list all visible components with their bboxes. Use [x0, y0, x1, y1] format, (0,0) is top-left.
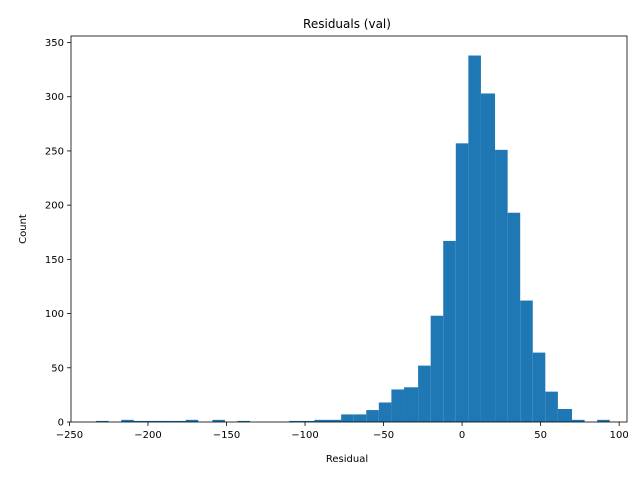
- histogram-bar-3: [146, 420, 161, 422]
- histogram-bar-21: [443, 240, 456, 422]
- x-tick-label-1: −200: [134, 430, 161, 441]
- x-tick-label-2: −150: [213, 430, 240, 441]
- x-tick-label-7: 100: [610, 430, 629, 441]
- histogram-bar-18: [403, 387, 419, 422]
- histogram-bar-17: [391, 389, 404, 422]
- x-axis-ticks: −250 −200 −150 −100 −50 0 50 100: [56, 422, 629, 441]
- histogram-bar-11: [314, 419, 328, 422]
- histogram-bar-4: [160, 420, 174, 422]
- y-tick-label-4: 200: [45, 201, 64, 212]
- histogram-bar-8: [237, 420, 251, 422]
- histogram-bar-23: [468, 55, 481, 423]
- chart-title: Residuals (val): [303, 17, 391, 31]
- x-tick-label-3: −100: [291, 430, 318, 441]
- histogram-bar-1: [121, 419, 134, 422]
- histogram-bar-13: [341, 414, 354, 422]
- y-tick-label-5: 250: [45, 146, 64, 157]
- x-tick-label-4: −50: [373, 430, 394, 441]
- histogram-bar-29: [545, 391, 558, 422]
- histogram-bar-6: [185, 419, 199, 422]
- x-axis-label: Residual: [326, 454, 368, 465]
- histogram-bar-28: [532, 352, 546, 422]
- plot-frame: [70, 35, 628, 423]
- histogram-bar-26: [507, 212, 521, 422]
- histogram-bar-12: [327, 419, 342, 422]
- histogram-bar-0: [96, 420, 109, 422]
- y-axis-ticks: 0 50 100 150 200 250 300 350: [45, 38, 71, 429]
- x-tick-label-6: 50: [534, 430, 547, 441]
- y-axis-label: Count: [18, 214, 29, 244]
- y-tick-label-2: 100: [45, 309, 64, 320]
- y-tick-label-7: 350: [45, 38, 64, 49]
- histogram-bar-27: [520, 300, 533, 422]
- histogram-bar-9: [289, 420, 302, 422]
- x-tick-label-5: 0: [459, 430, 465, 441]
- histogram-bar-20: [430, 315, 444, 422]
- x-tick-label-0: −250: [56, 430, 83, 441]
- y-tick-label-6: 300: [45, 92, 64, 103]
- histogram-bar-24: [480, 93, 496, 422]
- histogram-bar-14: [353, 414, 367, 422]
- histogram-bar-22: [455, 143, 469, 422]
- histogram-bar-15: [366, 410, 379, 422]
- histogram-bar-2: [133, 420, 147, 422]
- bars-group: [96, 55, 610, 423]
- y-tick-label-0: 0: [58, 418, 64, 429]
- histogram-bar-19: [418, 365, 431, 422]
- histogram-bar-31: [572, 419, 585, 422]
- y-tick-label-3: 150: [45, 255, 64, 266]
- histogram-bar-16: [378, 402, 392, 422]
- histogram-bar-25: [495, 149, 508, 422]
- histogram-bar-32: [597, 419, 610, 422]
- histogram-bar-7: [212, 419, 225, 422]
- histogram-bar-30: [557, 408, 573, 422]
- histogram-bar-10: [301, 420, 315, 422]
- histogram-bar-5: [173, 420, 186, 422]
- y-tick-label-1: 50: [51, 363, 64, 374]
